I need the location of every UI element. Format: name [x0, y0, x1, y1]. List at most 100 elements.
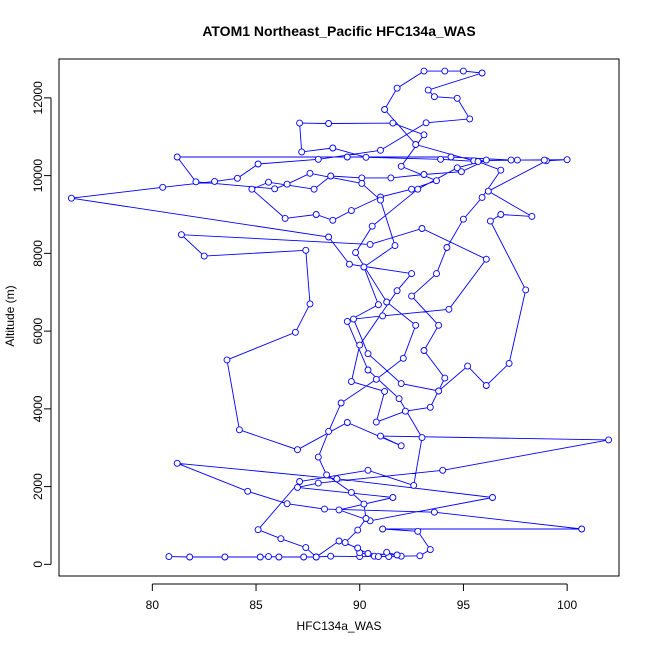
- data-point: [578, 525, 586, 533]
- data-point: [310, 185, 318, 193]
- data-point: [244, 487, 252, 495]
- data-point: [408, 185, 416, 193]
- data-point: [347, 207, 355, 215]
- data-point: [389, 119, 397, 127]
- data-point: [364, 550, 372, 557]
- data-point: [265, 178, 272, 186]
- data-point: [306, 300, 314, 308]
- data-point: [379, 525, 387, 533]
- data-point: [424, 86, 432, 94]
- data-point: [372, 375, 380, 383]
- data-point: [489, 494, 496, 501]
- x-axis-label: HFC134a_WAS: [297, 619, 382, 633]
- x-tick-label: 95: [457, 598, 471, 612]
- data-point: [393, 287, 401, 295]
- data-point: [358, 179, 366, 187]
- data-point: [513, 156, 521, 164]
- data-point: [354, 544, 362, 552]
- data-point: [323, 471, 331, 479]
- data-point: [474, 158, 482, 166]
- data-point: [362, 515, 370, 522]
- data-point: [325, 427, 333, 435]
- data-point: [393, 84, 401, 92]
- data-point: [482, 156, 490, 164]
- data-point: [497, 211, 505, 218]
- data-point: [399, 354, 407, 362]
- data-point: [254, 526, 262, 534]
- data-point: [347, 378, 355, 386]
- data-point: [430, 93, 438, 101]
- data-point: [379, 312, 387, 320]
- data-point: [443, 244, 451, 251]
- data-point: [368, 222, 376, 230]
- data-point: [211, 177, 219, 185]
- data-point: [314, 453, 322, 461]
- data-point: [192, 178, 200, 186]
- data-point: [435, 321, 443, 329]
- data-point: [364, 466, 372, 474]
- data-point: [383, 298, 391, 306]
- data-point: [354, 526, 362, 534]
- y-tick-label: 0: [31, 561, 45, 568]
- data-point: [306, 169, 314, 177]
- data-point: [381, 106, 389, 113]
- data-point: [482, 382, 490, 389]
- plot-frame: [58, 58, 620, 577]
- data-point: [312, 211, 320, 218]
- data-point: [362, 153, 370, 161]
- data-point: [327, 552, 335, 560]
- data-point: [265, 553, 272, 561]
- data-point: [605, 436, 613, 444]
- data-point: [453, 94, 461, 102]
- data-point: [333, 475, 341, 483]
- data-point: [314, 155, 322, 163]
- data-point: [360, 263, 368, 271]
- data-point: [173, 153, 181, 161]
- data-point: [321, 505, 328, 513]
- data-point: [528, 212, 536, 220]
- data-point: [343, 153, 351, 161]
- data-point: [484, 187, 492, 195]
- data-point: [302, 544, 310, 552]
- data-point: [374, 301, 382, 309]
- data-point: [387, 174, 395, 182]
- data-point: [430, 508, 438, 516]
- data-point: [366, 240, 374, 248]
- data-point: [466, 115, 474, 123]
- data-point: [360, 500, 368, 508]
- data-point: [497, 166, 505, 174]
- y-tick-label: 10000: [31, 159, 45, 193]
- data-point: [372, 418, 380, 426]
- data-point: [294, 446, 301, 454]
- data-point: [433, 177, 440, 185]
- data-point: [441, 67, 449, 75]
- series-line: [71, 70, 609, 558]
- data-point: [325, 120, 333, 127]
- x-tick-label: 80: [146, 598, 160, 612]
- x-tick-label: 85: [249, 598, 263, 612]
- data-point: [186, 553, 194, 561]
- data-point: [397, 442, 405, 450]
- data-point: [283, 500, 291, 508]
- data-point: [377, 196, 384, 204]
- data-point: [563, 156, 571, 164]
- data-point: [343, 419, 351, 426]
- data-point: [453, 164, 461, 172]
- data-point: [347, 488, 355, 496]
- data-point: [296, 119, 304, 127]
- data-point: [416, 552, 424, 560]
- data-point: [352, 249, 360, 257]
- data-point: [283, 180, 291, 188]
- data-point: [447, 153, 455, 161]
- data-point: [235, 426, 243, 434]
- data-point: [364, 366, 372, 374]
- data-point: [433, 270, 440, 278]
- y-tick-label: 8000: [31, 240, 45, 267]
- data-point: [420, 347, 428, 354]
- data-point: [420, 131, 428, 139]
- data-point: [464, 362, 472, 370]
- y-tick-label: 4000: [31, 395, 45, 422]
- y-axis-label: Altitude (m): [3, 285, 17, 346]
- data-point: [418, 434, 426, 442]
